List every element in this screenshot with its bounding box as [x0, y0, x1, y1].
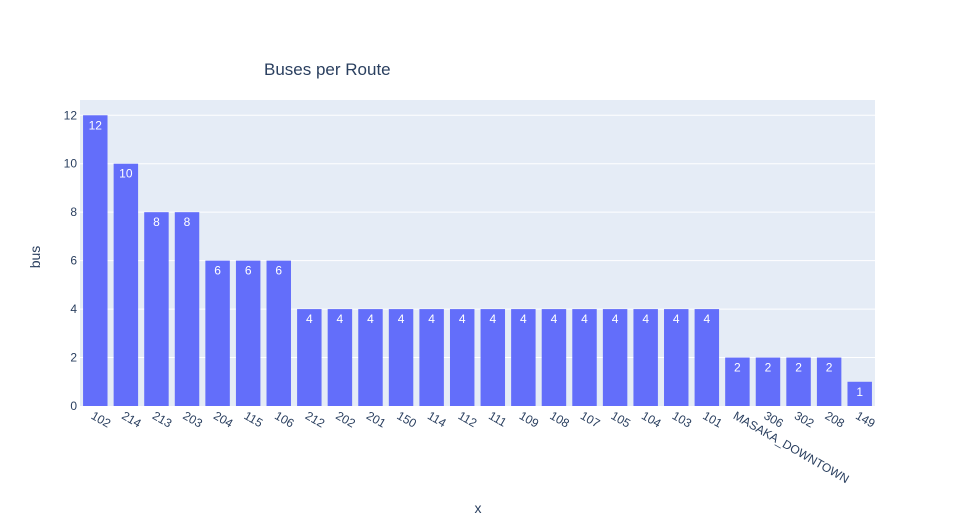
bar-105: [602, 309, 628, 406]
bar-109: [511, 309, 536, 406]
bars: [83, 115, 872, 406]
x-tick-label: 201: [364, 408, 389, 430]
bar-111: [480, 309, 506, 406]
bar-203: [174, 212, 200, 406]
x-tick-label: 115: [242, 408, 266, 430]
x-tick-label: 202: [333, 408, 358, 430]
x-tick-label: 213: [150, 408, 175, 430]
y-tick-label: 4: [70, 302, 77, 316]
x-tick-label: 212: [303, 408, 328, 430]
bar-value-label: 4: [551, 312, 558, 326]
bar-value-label: 4: [398, 312, 405, 326]
bar-value-label: 4: [337, 312, 344, 326]
x-tick-label: 114: [425, 408, 449, 430]
bar-value-label: 6: [214, 264, 221, 278]
bar-labels: 12 10 8 8 6 6 6 4 4 4 4 4 4 4 4 4 4 4 4 4 4 2 2 2 2 1: [89, 118, 864, 399]
x-tick-label: 104: [639, 408, 664, 430]
bar-150: [388, 309, 414, 406]
x-axis-title: x: [475, 500, 482, 516]
y-axis-ticks: 0 2 4 6 8 10 12: [64, 108, 78, 413]
x-tick-label: 108: [547, 408, 572, 430]
y-tick-label: 10: [64, 157, 78, 171]
bar-value-label: 6: [245, 264, 252, 278]
x-tick-label: 214: [119, 408, 144, 430]
bar-114: [419, 309, 444, 406]
bar-MASAKA_DOWNTOWN: [725, 357, 750, 406]
bar-value-label: 2: [826, 361, 833, 375]
bar-112: [449, 309, 475, 406]
bar-213: [144, 212, 169, 406]
bar-value-label: 4: [367, 312, 374, 326]
bar-value-label: 12: [89, 118, 103, 132]
bar-value-label: 1: [856, 385, 863, 399]
bar-value-label: 4: [703, 312, 710, 326]
bar-106: [266, 260, 291, 406]
y-tick-label: 2: [70, 351, 77, 365]
x-tick-label: 103: [670, 408, 695, 430]
bar-value-label: 4: [581, 312, 588, 326]
bar-208: [816, 357, 842, 406]
x-tick-label: 204: [211, 408, 236, 430]
bar-value-label: 4: [673, 312, 680, 326]
bar-212: [297, 309, 322, 406]
bar-115: [235, 260, 261, 406]
bar-201: [358, 309, 383, 406]
bar-value-label: 4: [520, 312, 527, 326]
bar-214: [113, 163, 139, 406]
x-tick-label: 149: [853, 408, 878, 430]
bar-value-label: 2: [765, 361, 772, 375]
bar-value-label: 4: [306, 312, 313, 326]
x-tick-label: 102: [89, 408, 114, 430]
x-tick-label: 203: [181, 408, 206, 430]
x-tick-label: 106: [272, 408, 297, 430]
x-tick-label: 208: [823, 408, 848, 430]
bar-value-label: 8: [153, 215, 160, 229]
bar-102: [83, 115, 108, 406]
bar-149: [847, 381, 872, 406]
y-tick-label: 6: [70, 254, 77, 268]
bar-204: [205, 260, 230, 406]
bar-value-label: 4: [428, 312, 435, 326]
bar-302: [786, 357, 811, 406]
x-tick-label: 101: [700, 408, 725, 430]
bar-101: [694, 309, 720, 406]
x-tick-label: 150: [395, 408, 420, 430]
x-tick-label: 105: [609, 408, 634, 430]
x-axis-ticks: 102 214 213 203 204 115 106 212 202 201 150 114 112 1…: [89, 408, 878, 486]
y-axis-title: bus: [27, 246, 43, 269]
bar-value-label: 10: [119, 167, 133, 181]
y-tick-label: 12: [64, 108, 78, 122]
bar-107: [572, 309, 597, 406]
bar-value-label: 4: [489, 312, 496, 326]
bar-306: [755, 357, 781, 406]
bar-103: [664, 309, 689, 406]
x-tick-label: 107: [578, 408, 603, 430]
x-tick-label: 109: [517, 408, 542, 430]
bar-value-label: 4: [459, 312, 466, 326]
bar-202: [327, 309, 353, 406]
bar-value-label: 4: [612, 312, 619, 326]
bar-value-label: 4: [642, 312, 649, 326]
bar-104: [633, 309, 658, 406]
bar-value-label: 8: [184, 215, 191, 229]
y-tick-label: 8: [70, 205, 77, 219]
bar-value-label: 2: [734, 361, 741, 375]
bar-108: [541, 309, 567, 406]
chart-title: Buses per Route: [264, 60, 391, 79]
y-tick-label: 0: [70, 399, 77, 413]
x-tick-label: 112: [456, 408, 480, 430]
bar-value-label: 6: [275, 264, 282, 278]
bar-value-label: 2: [795, 361, 802, 375]
x-tick-label: 302: [792, 408, 817, 430]
x-tick-label: 111: [486, 408, 509, 429]
